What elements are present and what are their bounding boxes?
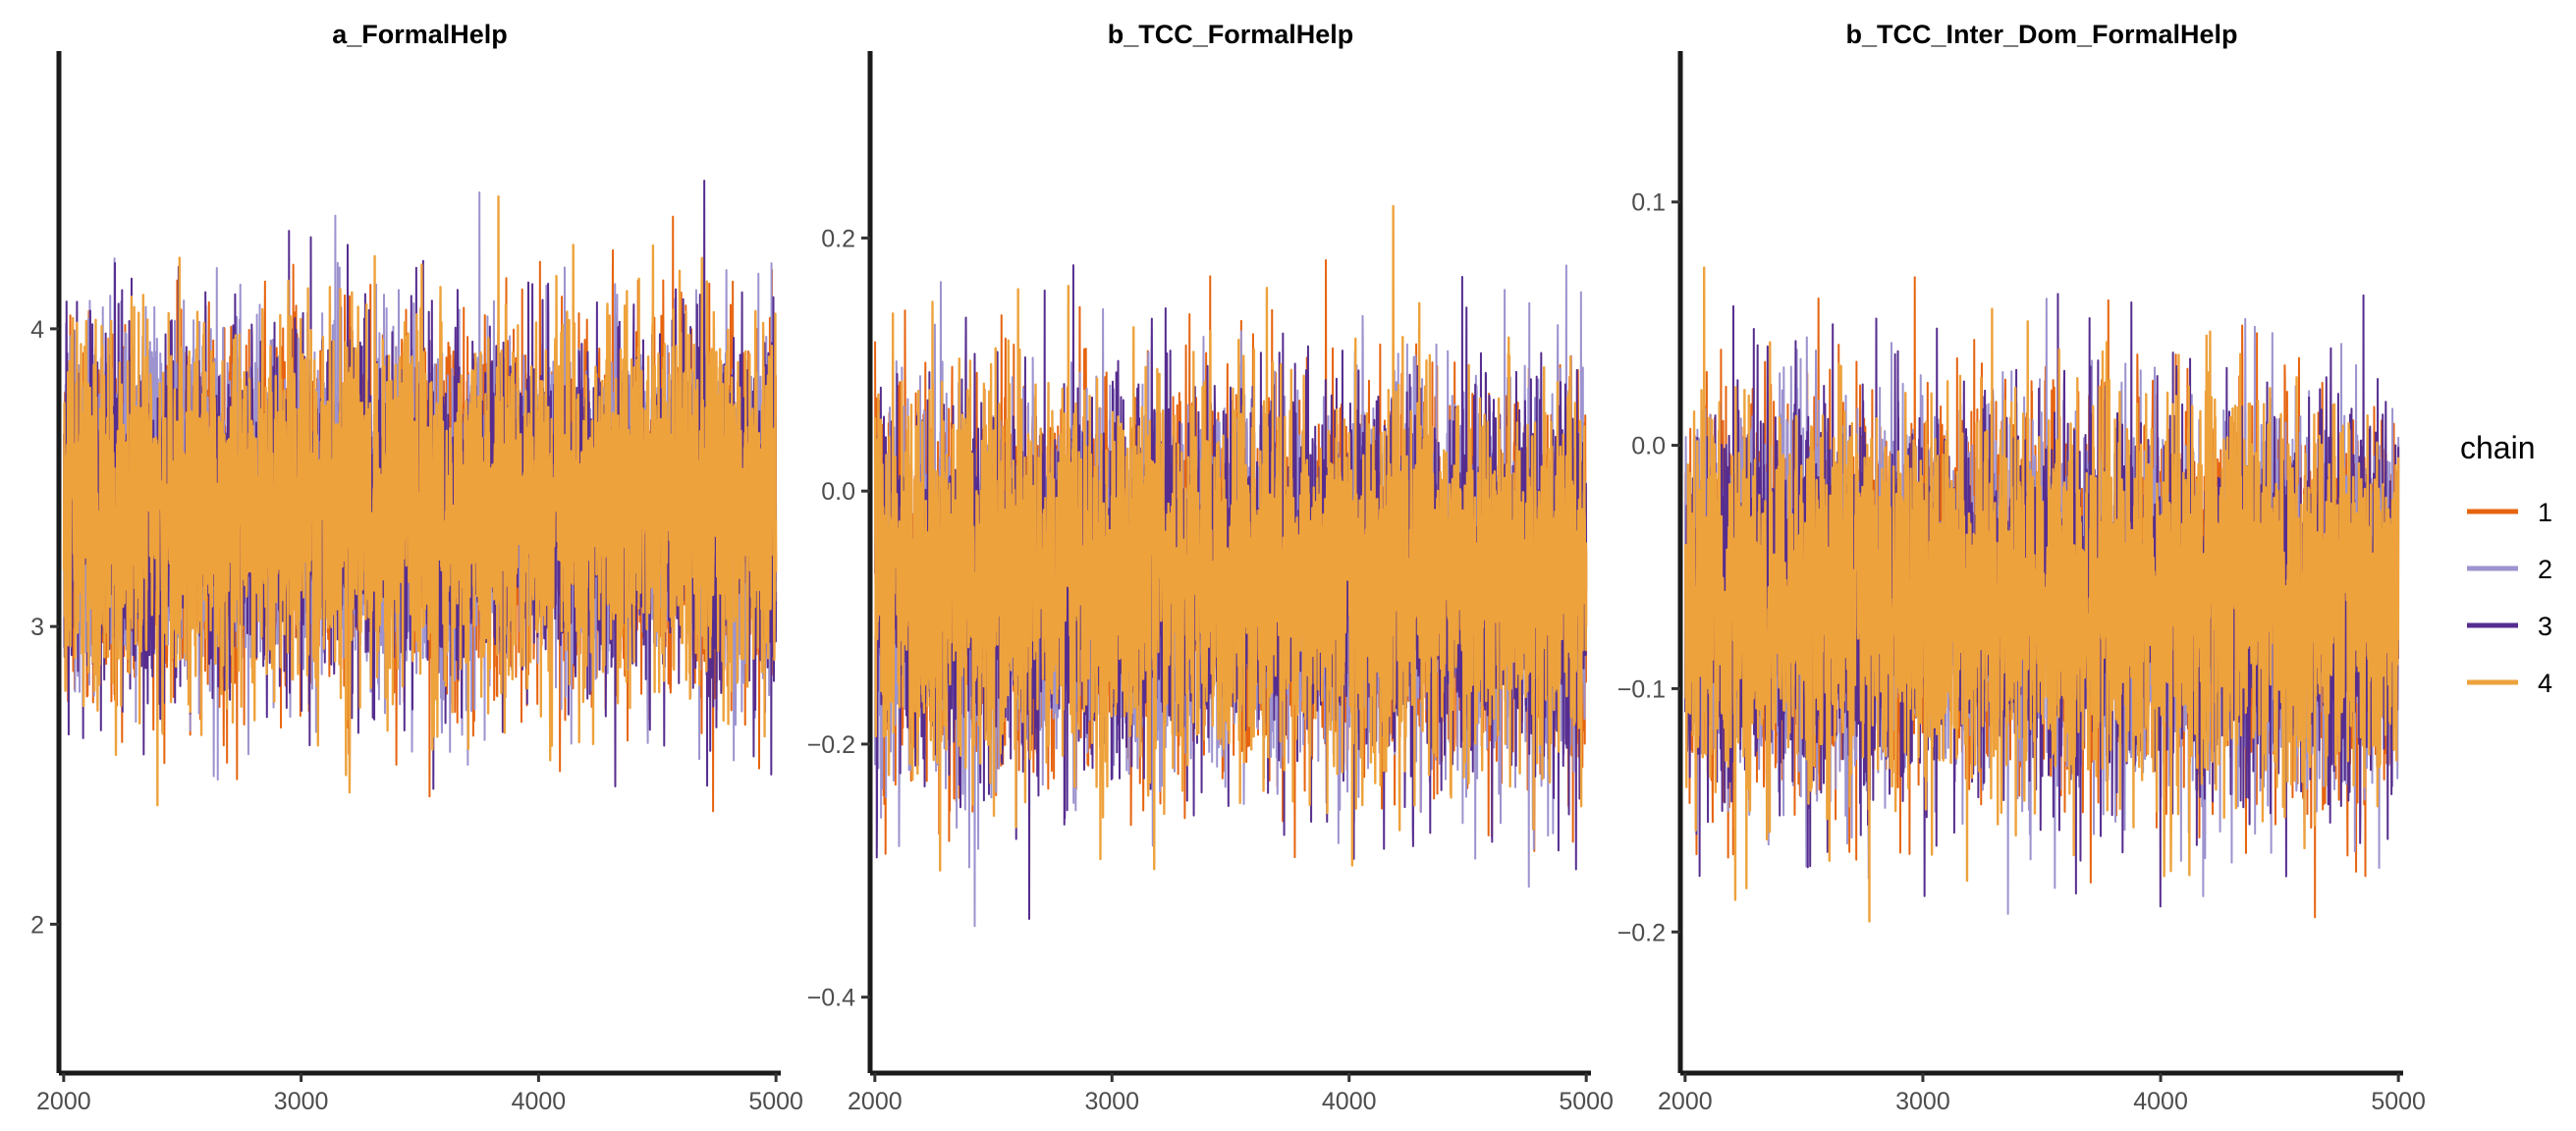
y-tick-label: 0.0: [821, 478, 855, 506]
x-tick-label: 4000: [1322, 1088, 1377, 1115]
panel-2: b_TCC_FormalHelp 2000 3000 4000 5000 −0.4 −0.2…: [807, 20, 1614, 1115]
x-tick-label: 5000: [748, 1088, 803, 1115]
legend-label: 2: [2538, 555, 2552, 584]
x-tick-label: 4000: [512, 1088, 567, 1115]
x-tick-label: 5000: [1559, 1088, 1614, 1115]
x-tick-label: 3000: [1084, 1088, 1139, 1115]
legend-label: 3: [2538, 612, 2552, 641]
legend-label: 4: [2538, 669, 2552, 698]
y-tick-label: −0.4: [807, 985, 855, 1012]
y-tick-label: 3: [30, 614, 44, 641]
panel-title: b_TCC_FormalHelp: [1108, 20, 1354, 49]
x-tick-label: 2000: [848, 1088, 903, 1115]
trace-chain-4: [1683, 266, 2400, 923]
x-tick-label: 5000: [2371, 1088, 2426, 1115]
panel-1: a_FormalHelp 2000 3000 4000 5000 2 3 4: [30, 20, 803, 1115]
trace-chain-4: [62, 195, 778, 807]
trace-chain-4: [873, 204, 1588, 872]
x-tick-label: 3000: [1895, 1088, 1950, 1115]
panel-3: b_TCC_Inter_Dom_FormalHelp 2000 3000 4000 50…: [1617, 20, 2426, 1115]
trace-panels: a_FormalHelp 2000 3000 4000 5000 2 3 4 b_TCC_For…: [30, 20, 2426, 1115]
y-tick-label: 2: [30, 911, 44, 939]
x-tick-label: 3000: [274, 1088, 329, 1115]
x-tick-label: 2000: [36, 1088, 91, 1115]
chain-legend: chain 1 2 3 4: [2460, 430, 2552, 698]
y-tick-label: −0.1: [1617, 675, 1666, 703]
y-tick-label: −0.2: [1617, 919, 1666, 946]
y-tick-label: 0.0: [1631, 433, 1666, 460]
legend-item-chain-3: 3: [2467, 612, 2552, 641]
y-tick-label: −0.2: [807, 731, 855, 759]
legend-title: chain: [2460, 430, 2536, 465]
legend-label: 1: [2538, 498, 2552, 527]
y-tick-label: 0.2: [821, 225, 855, 252]
x-tick-label: 4000: [2133, 1088, 2188, 1115]
y-tick-label: 0.1: [1631, 189, 1666, 217]
legend-item-chain-4: 4: [2467, 669, 2552, 698]
x-tick-label: 2000: [1658, 1088, 1713, 1115]
y-tick-label: 4: [30, 316, 44, 344]
legend-item-chain-1: 1: [2467, 498, 2552, 527]
panel-title: b_TCC_Inter_Dom_FormalHelp: [1845, 20, 2237, 49]
panel-title: a_FormalHelp: [332, 20, 508, 49]
legend-item-chain-2: 2: [2467, 555, 2552, 584]
